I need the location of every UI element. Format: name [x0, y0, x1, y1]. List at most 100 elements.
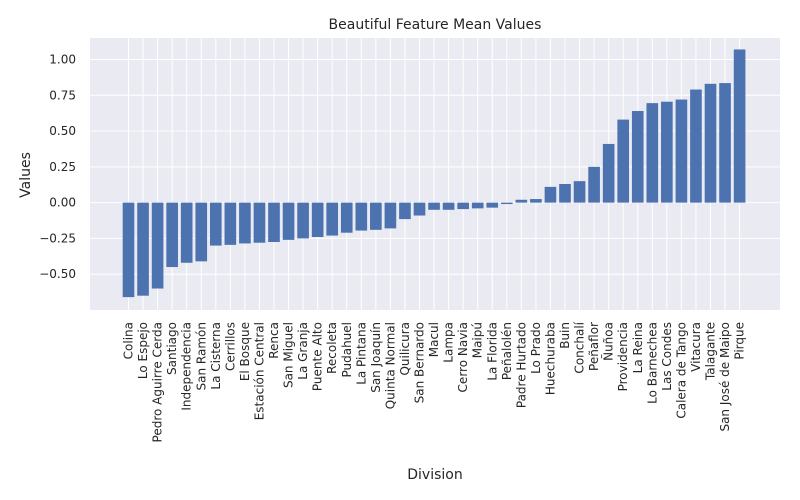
- bar: [137, 202, 149, 296]
- chart-title: Beautiful Feature Mean Values: [329, 17, 542, 33]
- bar: [486, 202, 499, 208]
- x-tick-label: San Ramón: [194, 322, 208, 390]
- bar: [675, 99, 688, 203]
- y-tick-label: 1.00: [49, 52, 76, 66]
- bar: [224, 202, 237, 245]
- x-tick-label: Macul: [427, 322, 441, 357]
- y-tick-label: −0.25: [39, 231, 76, 245]
- x-tick-label: Maipú: [471, 322, 485, 358]
- bar: [661, 101, 673, 203]
- bar: [282, 202, 295, 240]
- bar: [209, 202, 222, 246]
- bar: [617, 119, 630, 203]
- x-axis-label: Division: [407, 467, 462, 483]
- y-tick-label: 0.00: [49, 196, 76, 210]
- bar: [500, 202, 513, 205]
- bar: [253, 202, 266, 243]
- bar: [631, 111, 644, 203]
- x-tick-label: Lo Prado: [529, 322, 543, 374]
- bar: [340, 202, 353, 233]
- x-tick-label: Quilicura: [398, 322, 412, 376]
- x-tick-label: Padre Hurtado: [514, 322, 528, 408]
- x-tick-label: Peñaflor: [587, 322, 601, 371]
- x-tick-label: Pirque: [733, 322, 747, 360]
- bar: [122, 202, 135, 298]
- bar: [268, 202, 280, 242]
- x-tick-label: Puente Alto: [311, 322, 325, 391]
- bar: [311, 202, 324, 237]
- bar: [297, 202, 309, 239]
- x-tick-label: Talagante: [704, 322, 718, 381]
- bar: [239, 202, 251, 244]
- y-tick-label: 0.50: [49, 124, 76, 138]
- x-tick-label: La Florida: [485, 322, 499, 381]
- x-tick-label: Quinta Normal: [383, 322, 397, 409]
- x-tick-label: Renca: [267, 322, 281, 359]
- y-tick-labels: −0.50 −0.25 0.00 0.25 0.50 0.75 1.00: [39, 52, 76, 281]
- x-tick-label: Conchalí: [573, 321, 587, 373]
- bar: [442, 202, 455, 210]
- x-tick-label: Pudahuel: [340, 322, 354, 378]
- x-tick-label: Colina: [122, 322, 136, 359]
- bar: [515, 199, 528, 203]
- bar: [646, 103, 659, 203]
- bar: [471, 202, 484, 209]
- bar: [428, 202, 440, 210]
- x-tick-label: San Joaquín: [369, 322, 383, 393]
- x-tick-label: San Bernardo: [413, 322, 427, 403]
- x-tick-label: Lampa: [442, 322, 456, 363]
- bar: [370, 202, 382, 230]
- x-tick-labels: Colina Lo Espejo Pedro Aguirre Cerda Santia…: [122, 321, 747, 442]
- y-tick-label: 0.75: [49, 88, 76, 102]
- bar: [573, 181, 586, 203]
- bar: [704, 83, 717, 203]
- x-tick-label: La Pintana: [354, 322, 368, 385]
- y-tick-label: 0.25: [49, 160, 76, 174]
- x-tick-label: Cerro Navia: [456, 322, 470, 392]
- bar: [180, 202, 193, 263]
- x-tick-label: La Reina: [631, 322, 645, 373]
- y-axis-label: Values: [18, 152, 34, 198]
- bar: [399, 202, 411, 220]
- bars: [122, 49, 746, 298]
- bar: [559, 184, 571, 203]
- x-tick-label: Lo Espejo: [136, 322, 150, 379]
- x-tick-label: Pedro Aguirre Cerda: [151, 322, 165, 442]
- x-tick-label: Providencia: [616, 322, 630, 391]
- bar: [195, 202, 208, 262]
- bar: [733, 49, 746, 203]
- x-tick-label: Cerrillos: [223, 322, 237, 371]
- bar: [544, 186, 557, 203]
- bar: [413, 202, 426, 216]
- bar: [530, 199, 542, 203]
- x-tick-label: La Granja: [296, 322, 310, 380]
- bar: [151, 202, 164, 289]
- bar: [166, 202, 178, 268]
- x-tick-label: Peñalolén: [500, 322, 514, 380]
- bar: [355, 202, 368, 231]
- x-tick-label: Independencia: [180, 322, 194, 411]
- x-tick-label: San Miguel: [282, 322, 296, 388]
- x-tick-label: Santiago: [165, 322, 179, 375]
- bar: [602, 143, 615, 203]
- x-tick-label: Las Condes: [660, 322, 674, 391]
- bar: [690, 89, 702, 203]
- x-tick-label: Buin: [558, 322, 572, 349]
- x-tick-label: El Bosque: [238, 322, 252, 381]
- x-tick-label: La Cisterna: [209, 322, 223, 390]
- x-tick-label: Vitacura: [689, 322, 703, 372]
- x-tick-label: Recoleta: [325, 322, 339, 374]
- bar: [588, 166, 600, 203]
- bar: [326, 202, 339, 236]
- bar: [719, 83, 731, 203]
- y-tick-label: −0.50: [39, 267, 76, 281]
- x-tick-label: Lo Barnechea: [645, 322, 659, 404]
- x-tick-label: Calera de Tango: [674, 322, 688, 419]
- bar: [384, 202, 397, 229]
- x-tick-label: San José de Maipo: [718, 322, 732, 432]
- x-tick-label: Huechuraba: [543, 322, 557, 395]
- x-tick-label: Estación Central: [252, 322, 266, 420]
- bar: [457, 202, 469, 210]
- x-tick-label: Ñuñoa: [601, 322, 616, 361]
